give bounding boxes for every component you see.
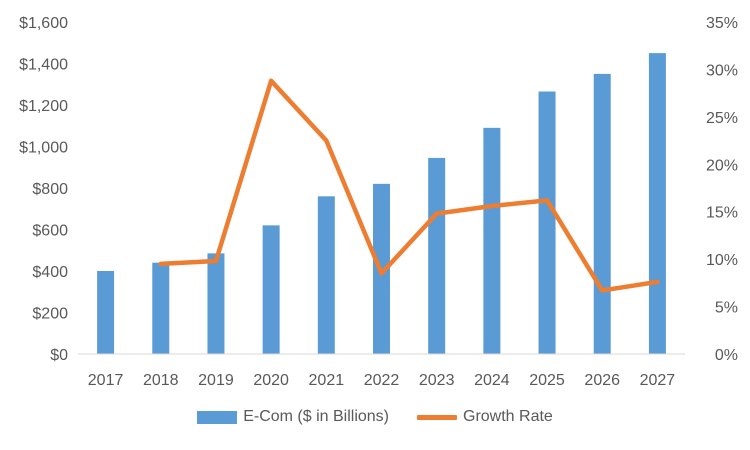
x-tick-label: 2018 bbox=[143, 372, 179, 389]
x-tick-label: 2017 bbox=[88, 372, 124, 389]
growth-point-2021 bbox=[324, 138, 329, 143]
bar-2024 bbox=[483, 127, 501, 354]
growth-point-2023 bbox=[434, 211, 439, 216]
legend-swatch-line bbox=[417, 414, 457, 420]
x-tick-label: 2020 bbox=[253, 372, 289, 389]
bar-2020 bbox=[262, 225, 280, 354]
y-right-tick-label: 15% bbox=[706, 205, 738, 222]
bar-2018 bbox=[152, 262, 170, 354]
x-tick-label: 2025 bbox=[529, 372, 565, 389]
growth-point-2024 bbox=[489, 204, 494, 209]
bar-2017 bbox=[97, 271, 115, 354]
combo-chart: $0 $200 $400 $600 $800 $1,000 $1,200 $1,400 $1,6… bbox=[19, 15, 738, 389]
y-left-tick-label: $800 bbox=[32, 181, 68, 198]
bar-2021 bbox=[317, 196, 335, 354]
x-tick-label: 2024 bbox=[474, 372, 510, 389]
x-tick-label: 2026 bbox=[584, 372, 620, 389]
y-right-tick-label: 10% bbox=[706, 252, 738, 269]
y-right-tick-label: 30% bbox=[706, 62, 738, 79]
x-tick-label: 2019 bbox=[198, 372, 234, 389]
bar-2026 bbox=[593, 73, 611, 354]
growth-point-2025 bbox=[545, 198, 550, 203]
growth-rate-line bbox=[158, 78, 660, 293]
x-tick-label: 2027 bbox=[640, 372, 676, 389]
growth-point-2022 bbox=[379, 271, 384, 276]
y-left-tick-label: $1,600 bbox=[19, 15, 68, 32]
x-tick-label: 2021 bbox=[309, 372, 345, 389]
y-left-tick-label: $400 bbox=[32, 264, 68, 281]
y-right-tick-label: 25% bbox=[706, 110, 738, 127]
y-right-tick-label: 20% bbox=[706, 157, 738, 174]
x-tick-label: 2023 bbox=[419, 372, 455, 389]
growth-point-2019 bbox=[213, 259, 218, 264]
growth-point-2027 bbox=[655, 279, 660, 284]
bar-2027 bbox=[648, 53, 666, 354]
legend-swatch-bar bbox=[197, 410, 238, 424]
y-left-tick-label: $1,400 bbox=[19, 57, 68, 74]
legend-label-ecom: E-Com ($ in Billions) bbox=[243, 408, 389, 425]
legend: E-Com ($ in Billions) Growth Rate bbox=[0, 408, 750, 426]
legend-item-growth: Growth Rate bbox=[417, 408, 553, 426]
y-left-tick-label: $200 bbox=[32, 306, 68, 323]
y-right-tick-label: 5% bbox=[715, 300, 738, 317]
legend-label-growth: Growth Rate bbox=[463, 408, 553, 425]
legend-item-ecom: E-Com ($ in Billions) bbox=[197, 408, 389, 426]
growth-point-2026 bbox=[600, 288, 605, 293]
bar-2019 bbox=[207, 253, 225, 354]
y-left-tick-label: $1,000 bbox=[19, 140, 68, 157]
y-right-tick-label: 0% bbox=[715, 347, 738, 364]
y-left-tick-label: $600 bbox=[32, 223, 68, 240]
y-left-tick-label: $0 bbox=[50, 347, 68, 364]
bar-2023 bbox=[428, 157, 446, 354]
x-tick-label: 2022 bbox=[364, 372, 400, 389]
growth-point-2020 bbox=[269, 78, 274, 83]
growth-point-2018 bbox=[158, 261, 163, 266]
y-left-tick-label: $1,200 bbox=[19, 98, 68, 115]
bar-2025 bbox=[538, 91, 556, 354]
y-right-tick-label: 35% bbox=[706, 15, 738, 32]
